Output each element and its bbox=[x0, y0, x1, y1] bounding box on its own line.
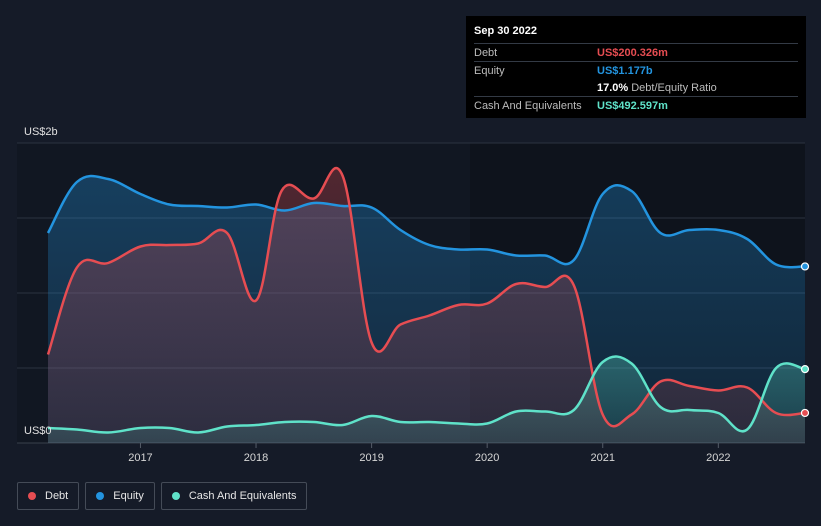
data-tooltip: Sep 30 2022 Debt US$200.326m Equity US$1… bbox=[466, 16, 806, 118]
legend-item-equity[interactable]: Equity bbox=[85, 482, 155, 510]
legend-debt-label: Debt bbox=[45, 490, 69, 502]
equity-line bbox=[46, 174, 806, 269]
cash-and-equivalents-area bbox=[48, 356, 805, 443]
tooltip-date: Sep 30 2022 bbox=[474, 25, 537, 37]
tooltip-equity-value: US$1.177b bbox=[597, 64, 653, 77]
debt-area bbox=[48, 168, 805, 443]
tooltip-row-equity: Equity US$1.177b bbox=[474, 61, 798, 79]
x-tick-label-2018: 2018 bbox=[244, 452, 268, 464]
legend-item-debt[interactable]: Debt bbox=[17, 482, 80, 510]
tooltip-row-ratio: 17.0% Debt/Equity Ratio bbox=[474, 79, 798, 96]
x-tick-label-2019: 2019 bbox=[359, 452, 383, 464]
y-tick-label-US$2b: US$2b bbox=[24, 126, 58, 138]
tooltip-ratio-value: 17.0% bbox=[597, 81, 629, 94]
debt-end-marker bbox=[800, 408, 810, 418]
marker-layer bbox=[800, 262, 810, 418]
cash-and-equivalents-line bbox=[47, 355, 806, 434]
equity-end-marker bbox=[800, 262, 810, 271]
tooltip-row-debt: Debt US$200.326m bbox=[474, 43, 798, 61]
tooltip-debt-value: US$200.326m bbox=[597, 46, 668, 59]
tooltip-cash-value: US$492.597m bbox=[597, 99, 668, 112]
cash-legend-dot-icon bbox=[171, 492, 180, 500]
tooltip-equity-label: Equity bbox=[474, 64, 505, 77]
tooltip-debt-label: Debt bbox=[474, 46, 498, 59]
tooltip-row-cash: Cash And Equivalents US$492.597m bbox=[474, 96, 798, 114]
x-tick-label-2017: 2017 bbox=[128, 452, 152, 464]
tooltip-cash-label: Cash And Equivalents bbox=[474, 99, 582, 112]
y-tick-label-US$0: US$0 bbox=[24, 425, 52, 437]
axis-layer: US$2b US$0 2017 2018 2019 2020 2021 2022 bbox=[24, 126, 731, 464]
legend-cash-label: Cash And Equivalents bbox=[188, 490, 297, 502]
legend-equity-label: Equity bbox=[113, 490, 144, 502]
equity-legend-dot-icon bbox=[96, 492, 105, 500]
x-tick-label-2022: 2022 bbox=[706, 452, 730, 464]
cash-and-equivalents-end-marker bbox=[800, 365, 810, 374]
x-tick-label-2021: 2021 bbox=[591, 452, 615, 464]
legend-item-cash[interactable]: Cash And Equivalents bbox=[160, 482, 308, 510]
tooltip-ratio-label: Debt/Equity Ratio bbox=[631, 81, 717, 94]
area-layer bbox=[48, 168, 805, 443]
debt-line bbox=[46, 166, 806, 428]
x-tick-label-2020: 2020 bbox=[475, 452, 499, 464]
line-layer bbox=[46, 166, 806, 434]
chart-legend: Debt Equity Cash And Equivalents bbox=[17, 482, 308, 510]
debt-legend-dot-icon bbox=[28, 492, 36, 500]
